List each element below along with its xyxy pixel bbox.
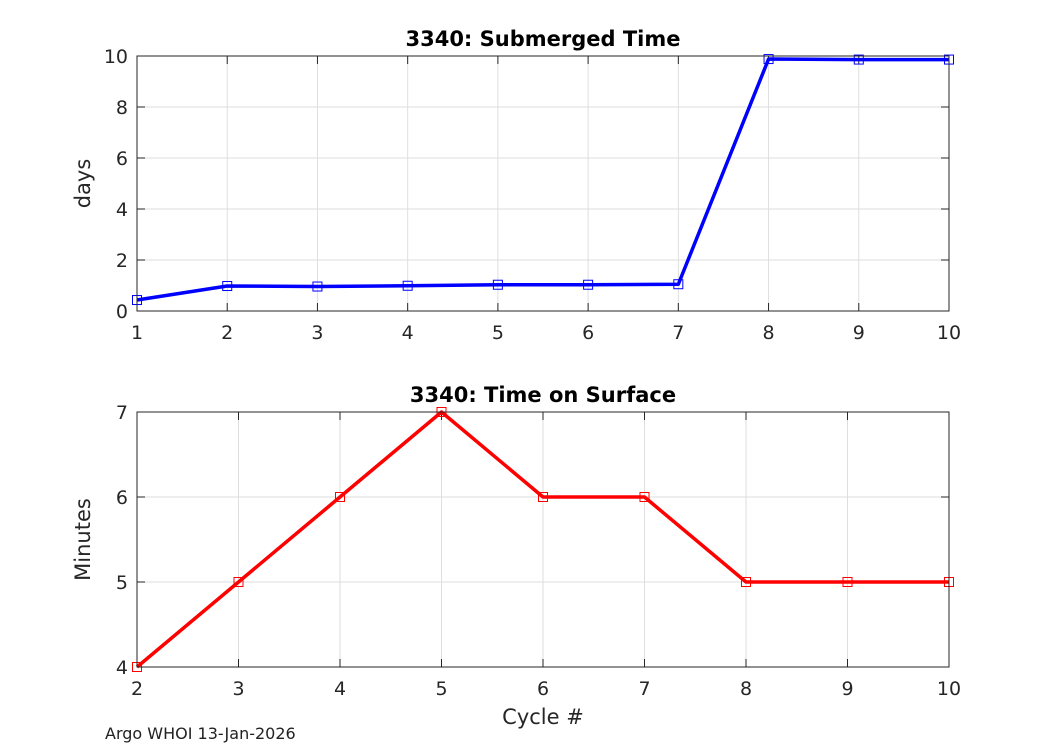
submerged-series-line xyxy=(136,57,949,302)
surface-data-point xyxy=(233,577,244,587)
surface-y-tick-label: 5 xyxy=(116,572,128,594)
surface-data-point xyxy=(538,492,548,502)
surface-x-tick-label: 10 xyxy=(937,678,961,700)
submerged-data-point xyxy=(312,281,323,292)
submerged-data-point xyxy=(853,54,864,65)
submerged-y-tick-label: 4 xyxy=(116,199,128,221)
submerged-x-tick-label: 5 xyxy=(492,322,504,344)
submerged-data-point xyxy=(222,281,233,292)
surface-data-point xyxy=(639,492,650,502)
surface-time-plot: 2 3 4 5 6 7 8 9 10 4 5 6 7 3340: Time on Surface Minut… xyxy=(71,383,961,729)
surface-x-tick-label: 4 xyxy=(334,678,346,700)
submerged-x-tick-label: 4 xyxy=(402,322,414,344)
surface-data-point xyxy=(741,577,751,587)
surface-chart-title: 3340: Time on Surface xyxy=(410,383,676,407)
submerged-data-point xyxy=(763,54,774,65)
surface-data-point xyxy=(842,577,853,587)
surface-x-tick-label: 6 xyxy=(537,678,549,700)
surface-x-tick-label: 9 xyxy=(841,678,853,700)
submerged-chart-title: 3340: Submerged Time xyxy=(405,27,680,51)
surface-y-tick-label: 6 xyxy=(116,487,128,509)
submerged-y-tick-label: 0 xyxy=(116,301,128,323)
submerged-data-point xyxy=(492,279,503,290)
submerged-y-tick-label: 8 xyxy=(116,97,128,119)
submerged-y-tick-label: 6 xyxy=(116,148,128,170)
submerged-axes-box xyxy=(136,55,950,312)
surface-x-tick-label: 3 xyxy=(232,678,244,700)
surface-data-point xyxy=(335,492,345,502)
submerged-data-point xyxy=(583,279,594,290)
submerged-x-tick-label: 9 xyxy=(853,322,865,344)
submerged-x-tick-label: 6 xyxy=(582,322,594,344)
footer-credit: Argo WHOI 13-Jan-2026 xyxy=(105,724,296,743)
submerged-data-point xyxy=(402,280,413,291)
submerged-x-tick-label: 10 xyxy=(937,322,961,344)
submerged-y-tick-label: 10 xyxy=(104,46,128,68)
submerged-time-plot: 1 2 3 4 5 6 7 8 9 10 0 2 4 6 8 10 3340: Submerged Time da… xyxy=(71,27,961,344)
surface-x-tick-label: 8 xyxy=(740,678,752,700)
surface-x-axis-label: Cycle # xyxy=(502,705,584,729)
surface-y-tick-label: 4 xyxy=(116,657,128,679)
submerged-x-tick-label: 7 xyxy=(672,322,684,344)
submerged-data-point xyxy=(673,279,684,290)
submerged-y-tick-label: 2 xyxy=(116,250,128,272)
surface-y-tick-label: 7 xyxy=(116,402,128,424)
submerged-x-tick-label: 2 xyxy=(221,322,233,344)
submerged-x-tick-label: 1 xyxy=(131,322,143,344)
surface-x-tick-label: 5 xyxy=(435,678,447,700)
surface-axes-box xyxy=(136,411,950,668)
surface-x-tick-label: 7 xyxy=(638,678,650,700)
submerged-x-tick-label: 8 xyxy=(763,322,775,344)
surface-x-tick-label: 2 xyxy=(131,678,143,700)
submerged-plot-area xyxy=(137,56,949,311)
surface-y-axis-label: Minutes xyxy=(71,498,95,581)
surface-series-line xyxy=(135,410,949,669)
submerged-y-axis-label: days xyxy=(71,159,95,209)
submerged-x-tick-label: 3 xyxy=(311,322,323,344)
